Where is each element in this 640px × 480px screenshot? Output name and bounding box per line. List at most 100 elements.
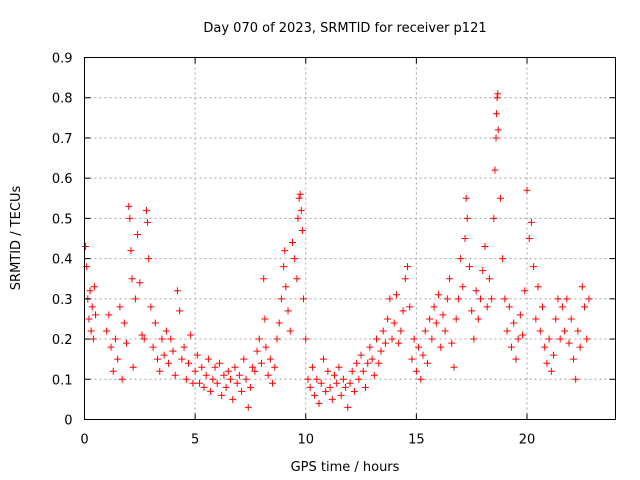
data-point — [439, 311, 447, 319]
data-point — [519, 331, 527, 339]
data-point — [128, 275, 136, 283]
data-point — [491, 166, 499, 174]
data-point — [151, 319, 159, 327]
data-point — [437, 343, 445, 351]
data-point — [244, 403, 252, 411]
data-point — [346, 379, 354, 387]
y-tick-label: 0.4 — [52, 253, 73, 268]
data-point — [426, 315, 434, 323]
data-point — [417, 375, 425, 383]
data-point — [525, 235, 533, 242]
data-point — [381, 339, 389, 347]
data-point — [261, 315, 269, 323]
data-point — [342, 383, 350, 391]
data-point — [118, 375, 126, 383]
data-point — [401, 275, 409, 283]
data-point — [462, 194, 470, 202]
data-point — [490, 214, 498, 222]
data-point — [399, 307, 407, 315]
data-point — [428, 335, 436, 343]
data-point — [136, 279, 144, 287]
data-point — [269, 379, 277, 387]
y-tick-label: 0.9 — [52, 52, 73, 67]
data-point — [337, 391, 345, 399]
data-point — [450, 363, 458, 371]
data-point — [149, 343, 157, 351]
data-point — [127, 247, 135, 255]
y-axis-label: SRMTID / TECUs — [9, 186, 24, 291]
y-tick-label: 0.8 — [52, 92, 73, 107]
data-point — [448, 339, 456, 347]
data-point — [563, 295, 571, 303]
data-point — [576, 343, 584, 351]
data-point — [231, 363, 239, 371]
data-point — [375, 359, 383, 367]
data-point — [569, 355, 577, 363]
y-tick-label: 0.1 — [52, 373, 73, 388]
data-point — [494, 126, 502, 134]
data-point — [249, 363, 257, 371]
data-point — [530, 263, 538, 271]
data-point — [202, 371, 210, 379]
data-point — [326, 383, 334, 391]
data-point — [443, 295, 451, 303]
data-point — [408, 355, 416, 363]
data-point — [207, 387, 215, 395]
data-point — [253, 347, 261, 355]
data-point — [242, 375, 250, 383]
data-point — [392, 291, 400, 299]
data-point — [171, 371, 179, 379]
data-point — [85, 315, 93, 323]
data-point — [543, 359, 551, 367]
data-point — [284, 307, 292, 315]
data-point — [468, 307, 476, 315]
x-tick-label: 15 — [408, 433, 425, 448]
data-point — [388, 335, 396, 343]
data-point — [224, 367, 232, 375]
data-point — [493, 94, 501, 102]
data-point — [496, 194, 504, 202]
data-point — [406, 303, 414, 311]
data-point — [89, 335, 97, 343]
data-point — [306, 383, 314, 391]
data-point — [483, 303, 491, 311]
data-point — [215, 359, 223, 367]
data-point — [222, 383, 230, 391]
data-point — [410, 335, 418, 343]
data-point — [114, 355, 122, 363]
data-point — [419, 351, 427, 359]
data-point — [313, 375, 321, 383]
data-point — [430, 303, 438, 311]
data-point — [339, 375, 347, 383]
x-tick-label: 5 — [191, 433, 199, 448]
data-point — [545, 335, 553, 343]
data-point — [277, 295, 285, 303]
data-point — [384, 315, 392, 323]
data-point — [348, 367, 356, 375]
data-point — [109, 367, 117, 375]
data-point — [558, 303, 566, 311]
y-tick-label: 0.5 — [52, 212, 73, 227]
data-point — [142, 206, 150, 214]
data-point — [350, 387, 358, 395]
plot-frame — [84, 57, 616, 420]
data-point — [412, 367, 420, 375]
data-point — [565, 339, 573, 347]
data-point — [302, 335, 310, 343]
data-point — [134, 230, 142, 238]
data-point — [291, 255, 299, 263]
data-point — [370, 371, 378, 379]
data-point — [238, 387, 246, 395]
data-point — [156, 367, 164, 375]
data-point — [258, 359, 265, 367]
data-point — [479, 267, 487, 275]
data-point — [273, 335, 281, 343]
data-point — [165, 359, 173, 367]
data-point — [328, 395, 336, 403]
data-point — [107, 343, 115, 351]
x-tick-label: 20 — [519, 433, 536, 448]
data-point — [196, 379, 204, 387]
data-point — [572, 375, 580, 383]
data-point — [373, 335, 381, 343]
data-point — [470, 335, 478, 343]
